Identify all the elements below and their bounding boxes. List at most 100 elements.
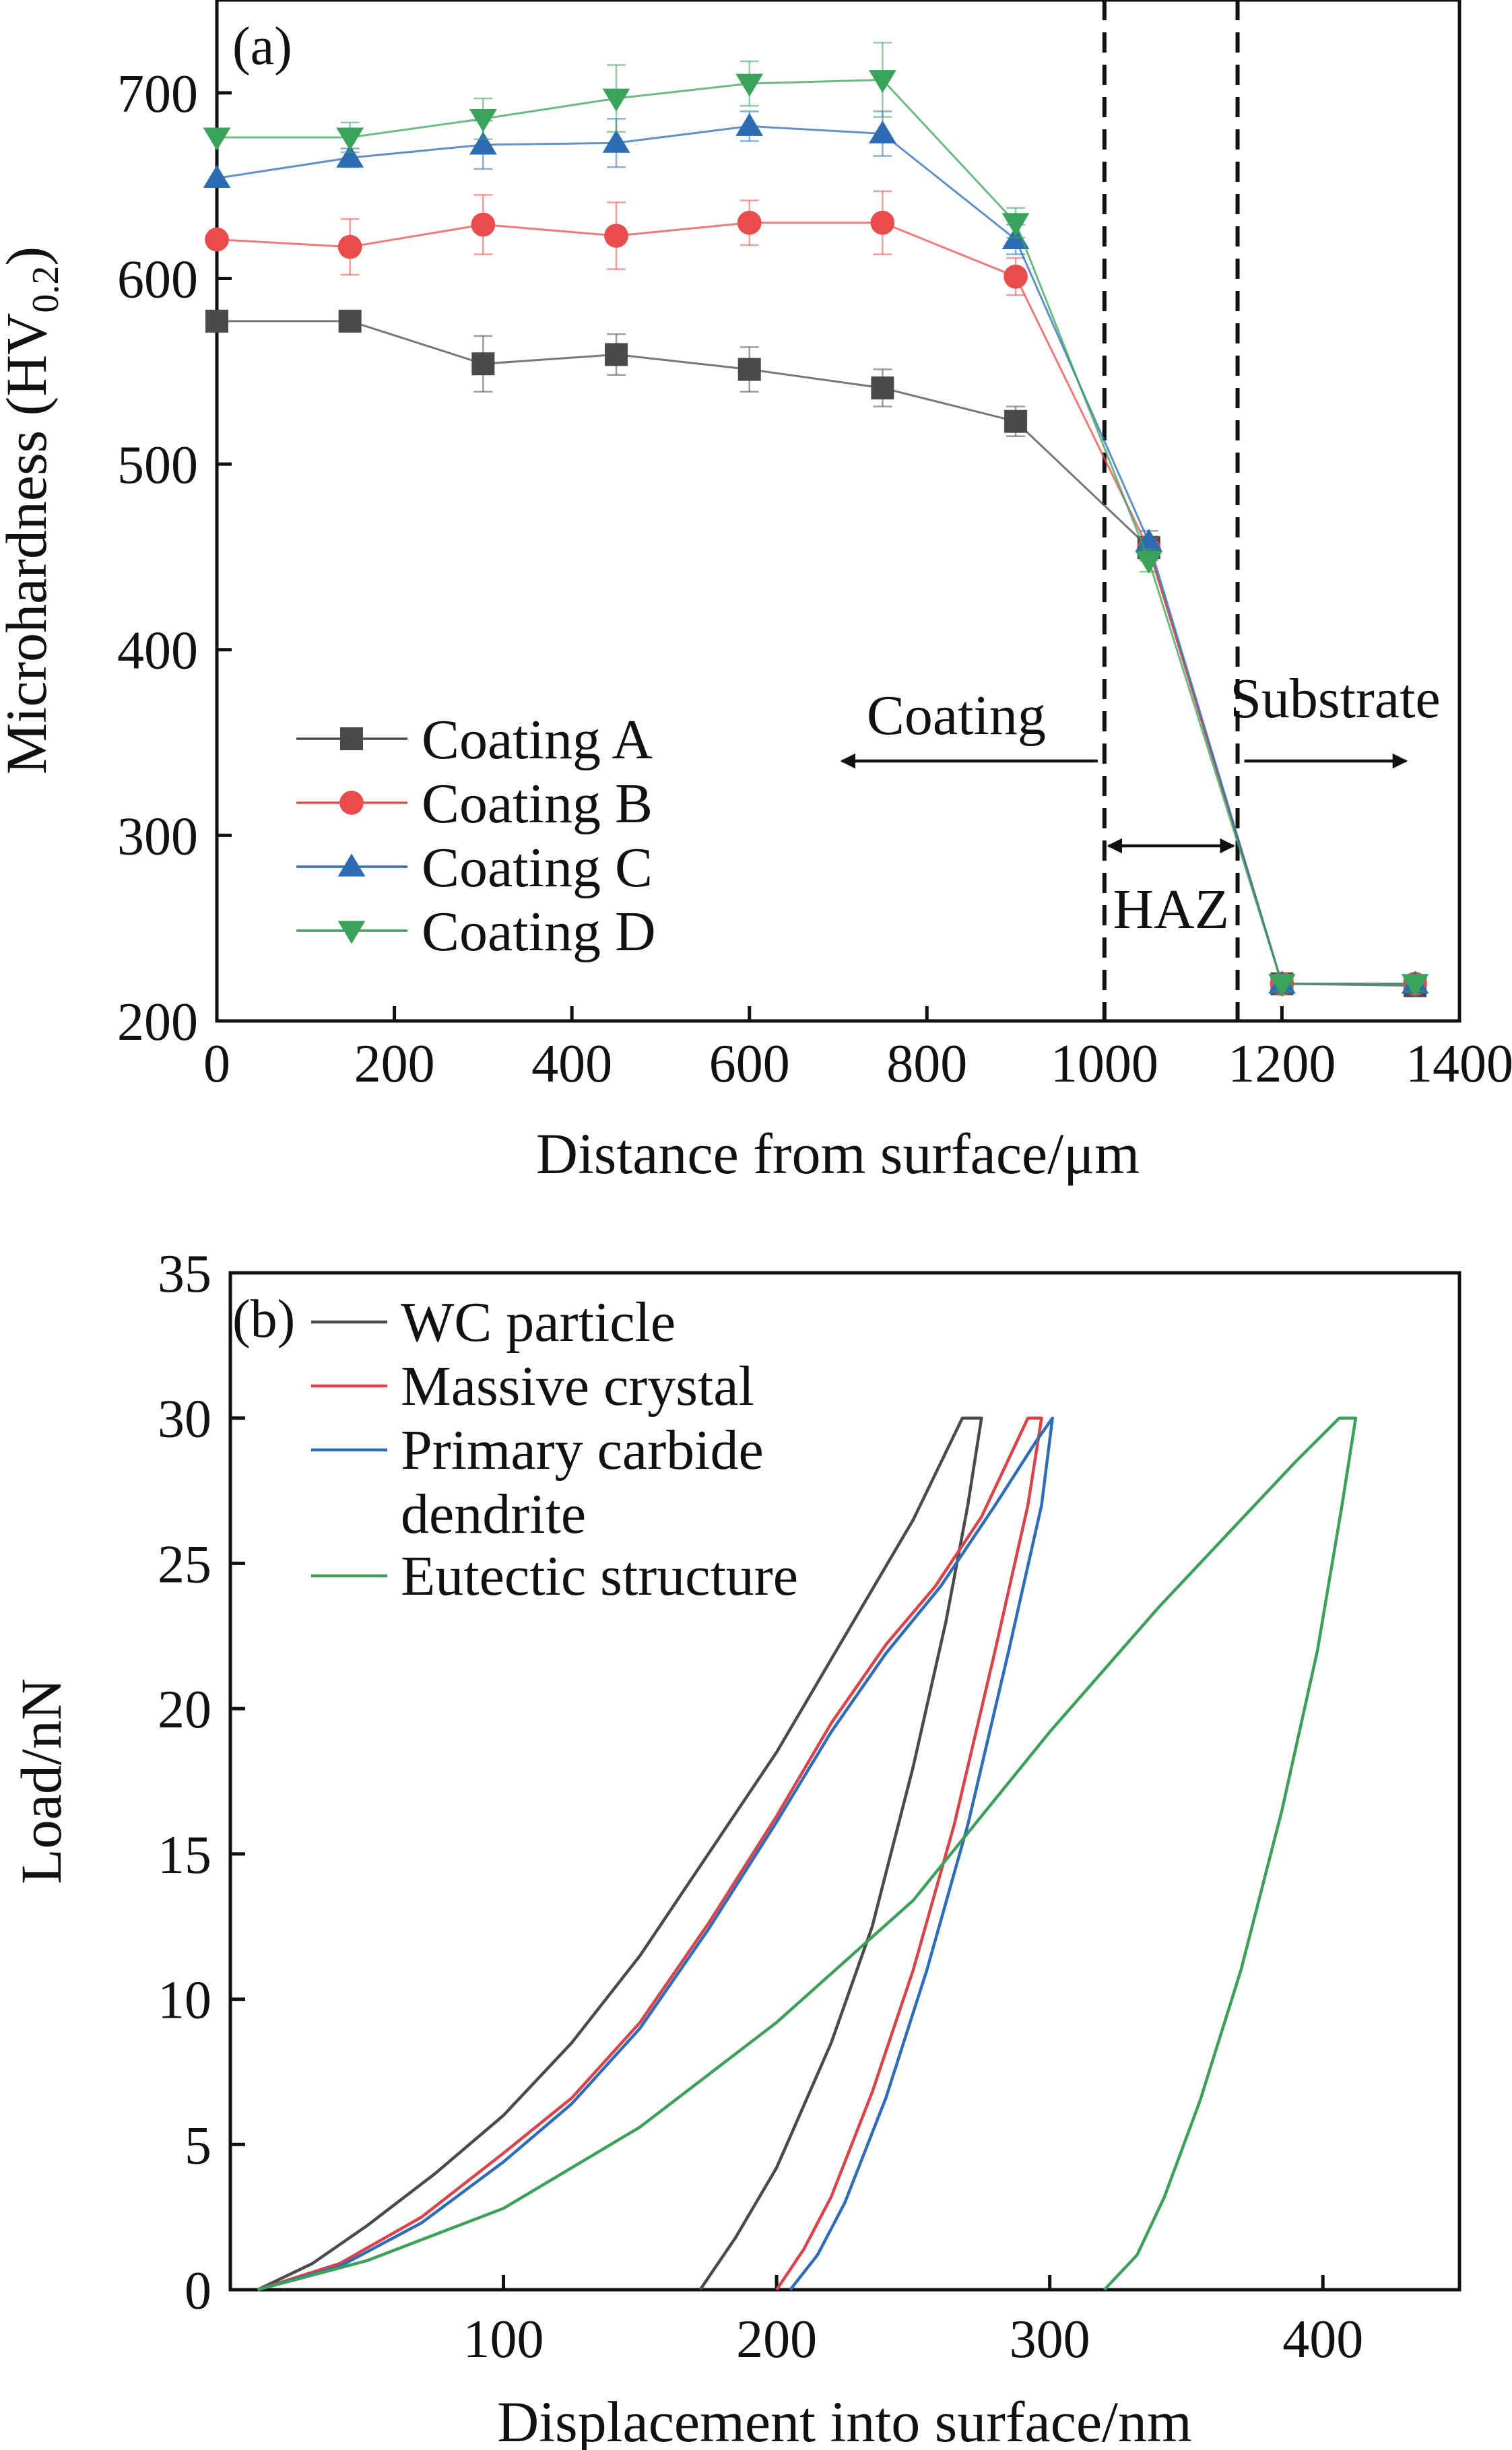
legend-marker (339, 791, 364, 815)
data-point-coating-a (605, 343, 628, 366)
data-point-coating-c (602, 129, 630, 153)
series-coating-b (205, 190, 1427, 996)
series-coating-c (203, 110, 1429, 994)
data-point-coating-d (735, 73, 764, 97)
data-point-coating-c (469, 131, 497, 155)
data-point-coating-c (203, 165, 231, 189)
panel-b-y-tick-label: 10 (158, 1971, 211, 2030)
series-coating-a (205, 309, 1427, 997)
panel-a-label: (a) (232, 17, 292, 76)
panel-a-x-axis-title: Distance from surface/μm (536, 1121, 1140, 1186)
substrate-region-label: Substrate (1230, 667, 1441, 730)
data-point-coating-c (336, 144, 364, 168)
panel-a-y-axis-title-close: ) (0, 246, 59, 266)
legend-label: Eutectic structure (401, 1545, 798, 1608)
panel-b-load-displacement-chart: 100 200 300 400 0 5 10 15 20 25 30 35 (b) Displacem… (9, 1245, 1461, 2450)
panel-a-region-annotations: Coating HAZ Substrate (840, 0, 1441, 1021)
panel-b-series (257, 1416, 1358, 2292)
panel-a-x-tick-label: 600 (709, 1034, 790, 1094)
data-point-coating-a (205, 309, 228, 333)
panel-b-y-tick-label: 5 (185, 2116, 211, 2175)
series-line-coating-c (216, 125, 1416, 985)
legend-item-massive-crystal: Massive crystal (311, 1355, 754, 1418)
panel-a-y-axis-title: Microhardness (HV0.2) (0, 246, 67, 774)
panel-b-y-tick-label: 15 (158, 1826, 211, 1885)
data-point-coating-b (870, 210, 895, 235)
data-point-coating-b (205, 227, 229, 252)
data-point-coating-c (868, 120, 896, 143)
panel-a-x-tick-label: 800 (886, 1034, 967, 1094)
series-line-coating-b (216, 222, 1416, 985)
data-point-coating-d (1135, 550, 1163, 574)
panel-a-y-tick-label: 500 (117, 436, 198, 495)
haz-region-label: HAZ (1113, 878, 1229, 941)
panel-b-plot-frame (228, 1271, 1461, 2292)
panel-b-x-tick-label: 300 (1010, 2310, 1090, 2369)
panel-b-x-tick-label: 100 (463, 2310, 544, 2369)
data-point-coating-d (1401, 974, 1429, 997)
panel-a-x-tick-label: 1400 (1406, 1034, 1512, 1094)
data-point-coating-d (203, 127, 231, 151)
curve-massive-crystal (257, 1416, 1043, 2292)
series-line-coating-a (217, 320, 1416, 987)
legend-item-coating-c: Coating C (296, 836, 653, 899)
legend-label: Coating A (422, 708, 653, 771)
legend-label: Massive crystal (401, 1355, 754, 1418)
data-point-coating-b (471, 212, 496, 237)
panel-b-y-axis-title: Load/nN (9, 1678, 73, 1884)
data-point-coating-d (1268, 974, 1296, 997)
panel-a-ticks: 0 200 400 600 800 1000 1200 1400200300400500600… (117, 65, 1512, 1094)
data-point-coating-b (1004, 264, 1028, 289)
panel-a-x-tick-label: 1200 (1228, 1034, 1336, 1094)
panel-b-y-tick-label: 30 (158, 1390, 211, 1449)
panel-a-y-tick-label: 300 (117, 807, 198, 866)
legend-label-line-1: Primary carbide (401, 1419, 764, 1482)
data-point-coating-b (737, 210, 762, 235)
panel-b-x-tick-label: 400 (1282, 2310, 1363, 2369)
legend-item-coating-a: Coating A (296, 708, 653, 771)
series-coating-d (203, 42, 1429, 997)
data-point-coating-a (737, 358, 761, 381)
curve-eutectic-structure (257, 1416, 1358, 2292)
panel-a-plot-frame (215, 0, 1461, 1023)
data-point-coating-d (1001, 213, 1030, 236)
data-point-coating-c (735, 112, 764, 136)
panel-b-ticks: 100 200 300 400 0 5 10 15 20 25 30 35 (158, 1245, 1363, 2369)
panel-b-x-axis-title: Displacement into surface/nm (497, 2389, 1192, 2450)
legend-marker (337, 921, 366, 944)
legend-item-coating-d: Coating D (296, 900, 656, 963)
panel-a-x-tick-label: 0 (203, 1034, 230, 1094)
legend-marker (337, 853, 366, 877)
data-point-coating-d (469, 108, 497, 132)
panel-a-x-tick-label: 200 (354, 1034, 435, 1094)
legend-item-coating-b: Coating B (296, 772, 653, 835)
legend-label: Primary carbide dendrite (401, 1419, 764, 1546)
panel-b-y-tick-label: 25 (158, 1535, 211, 1594)
panel-b-y-tick-label: 20 (158, 1680, 211, 1740)
curve-wc-particle (257, 1416, 983, 2292)
panel-a-y-tick-label: 700 (117, 65, 198, 124)
panel-a-x-tick-label: 1000 (1051, 1034, 1158, 1094)
data-point-coating-a (471, 352, 495, 376)
legend-label: Coating D (422, 900, 656, 963)
panel-a-microhardness-chart: 0 200 400 600 800 1000 1200 1400200300400500600… (0, 0, 1512, 1186)
data-point-coating-d (602, 88, 630, 112)
panel-a-y-tick-label: 600 (117, 250, 198, 309)
legend-label-line-2: dendrite (401, 1483, 586, 1546)
panel-a-y-tick-label: 200 (117, 993, 198, 1052)
legend-label: WC particle (401, 1291, 676, 1354)
series-line-coating-d (217, 79, 1416, 985)
curve-primary-carbide-dendrite (257, 1416, 1054, 2292)
data-point-coating-a (871, 376, 894, 400)
panel-a-y-axis-title-subscript: 0.2 (25, 266, 67, 313)
coating-region-label: Coating (867, 684, 1046, 747)
data-point-coating-a (338, 309, 362, 333)
legend-item-eutectic-structure: Eutectic structure (311, 1545, 798, 1608)
panel-b-y-tick-label: 35 (158, 1245, 211, 1304)
legend-marker (340, 727, 363, 750)
data-point-coating-d (336, 127, 364, 151)
panel-a-y-axis-title-main: Microhardness (HV (0, 313, 59, 774)
